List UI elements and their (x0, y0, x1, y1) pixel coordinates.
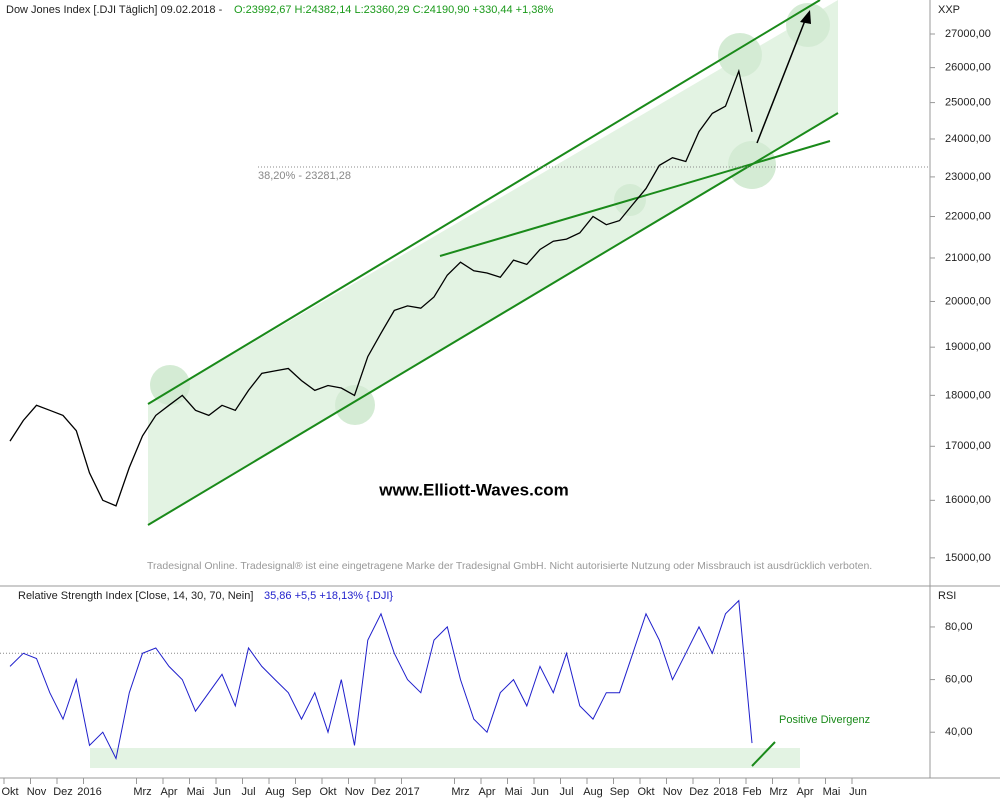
divergence-label: Positive Divergenz (779, 714, 870, 726)
x-tick-label: Apr (796, 786, 813, 798)
price-line (9, 68, 753, 507)
x-tick-label: Nov (345, 786, 365, 798)
x-tick-label: Mrz (769, 786, 787, 798)
divergence-line (751, 741, 776, 767)
highlight (150, 365, 190, 405)
channel-lower (147, 112, 839, 526)
x-tick-label: Mai (823, 786, 841, 798)
x-tick-label: Nov (27, 786, 47, 798)
y-tick-label: 60,00 (945, 673, 973, 685)
y-tick-label: 26000,00 (945, 62, 991, 74)
rsi-quote: 35,86 +5,5 +18,13% {.DJI} (264, 590, 393, 602)
x-tick-label: Mrz (133, 786, 151, 798)
retracement-label: 38,20% - 23281,28 (258, 170, 351, 182)
y-tick-label: 18000,00 (945, 389, 991, 401)
x-tick-label: 2018 (713, 786, 737, 798)
x-tick-label: Jun (531, 786, 549, 798)
y-tick-label: 17000,00 (945, 440, 991, 452)
x-tick-label: Mai (187, 786, 205, 798)
y-tick-label: 23000,00 (945, 171, 991, 183)
highlight (718, 33, 762, 77)
highlight (335, 385, 375, 425)
x-tick-label: Okt (319, 786, 336, 798)
chart-title: Dow Jones Index [.DJI Täglich] 09.02.201… (6, 4, 223, 16)
y-tick-label: 16000,00 (945, 494, 991, 506)
x-tick-label: Apr (160, 786, 177, 798)
x-tick-label: Jul (559, 786, 573, 798)
x-tick-label: Nov (663, 786, 683, 798)
x-tick-label: Sep (610, 786, 630, 798)
x-tick-label: Dez (53, 786, 73, 798)
y-tick-label: 24000,00 (945, 133, 991, 145)
axis-label: RSI (938, 590, 956, 602)
y-tick-label: 20000,00 (945, 295, 991, 307)
x-tick-label: Mrz (451, 786, 469, 798)
arrow-head (800, 10, 811, 24)
channel-fill (148, 0, 838, 525)
x-tick-label: Okt (637, 786, 654, 798)
arrow (756, 17, 807, 144)
y-tick-label: 22000,00 (945, 210, 991, 222)
x-tick-label: Mai (505, 786, 523, 798)
y-tick-label: 21000,00 (945, 252, 991, 264)
x-tick-label: Sep (292, 786, 312, 798)
y-tick-label: 27000,00 (945, 28, 991, 40)
x-tick-label: Apr (478, 786, 495, 798)
y-tick-label: 25000,00 (945, 96, 991, 108)
x-tick-label: Dez (689, 786, 709, 798)
x-tick-label: Aug (583, 786, 603, 798)
x-tick-label: 2016 (77, 786, 101, 798)
y-tick-label: 15000,00 (945, 552, 991, 564)
x-tick-label: Jul (241, 786, 255, 798)
x-tick-label: 2017 (395, 786, 419, 798)
axis-label: XXP (938, 4, 960, 16)
website: www.Elliott-Waves.com (378, 480, 569, 499)
y-tick-label: 40,00 (945, 726, 973, 738)
x-tick-label: Okt (1, 786, 18, 798)
y-tick-label: 80,00 (945, 621, 973, 633)
rsi-band (90, 748, 800, 768)
price-line (9, 599, 753, 761)
trend-line (439, 140, 831, 257)
y-tick-label: 19000,00 (945, 341, 991, 353)
x-tick-label: Feb (743, 786, 762, 798)
x-tick-label: Jun (213, 786, 231, 798)
highlight (786, 3, 830, 47)
x-tick-label: Jun (849, 786, 867, 798)
rsi-title: Relative Strength Index [Close, 14, 30, … (18, 590, 253, 602)
x-tick-label: Dez (371, 786, 391, 798)
watermark: Tradesignal Online. Tradesignal® ist ein… (147, 560, 872, 572)
x-tick-label: Aug (265, 786, 285, 798)
quote: O:23992,67 H:24382,14 L:23360,29 C:24190… (234, 4, 553, 16)
channel-upper (147, 0, 821, 405)
